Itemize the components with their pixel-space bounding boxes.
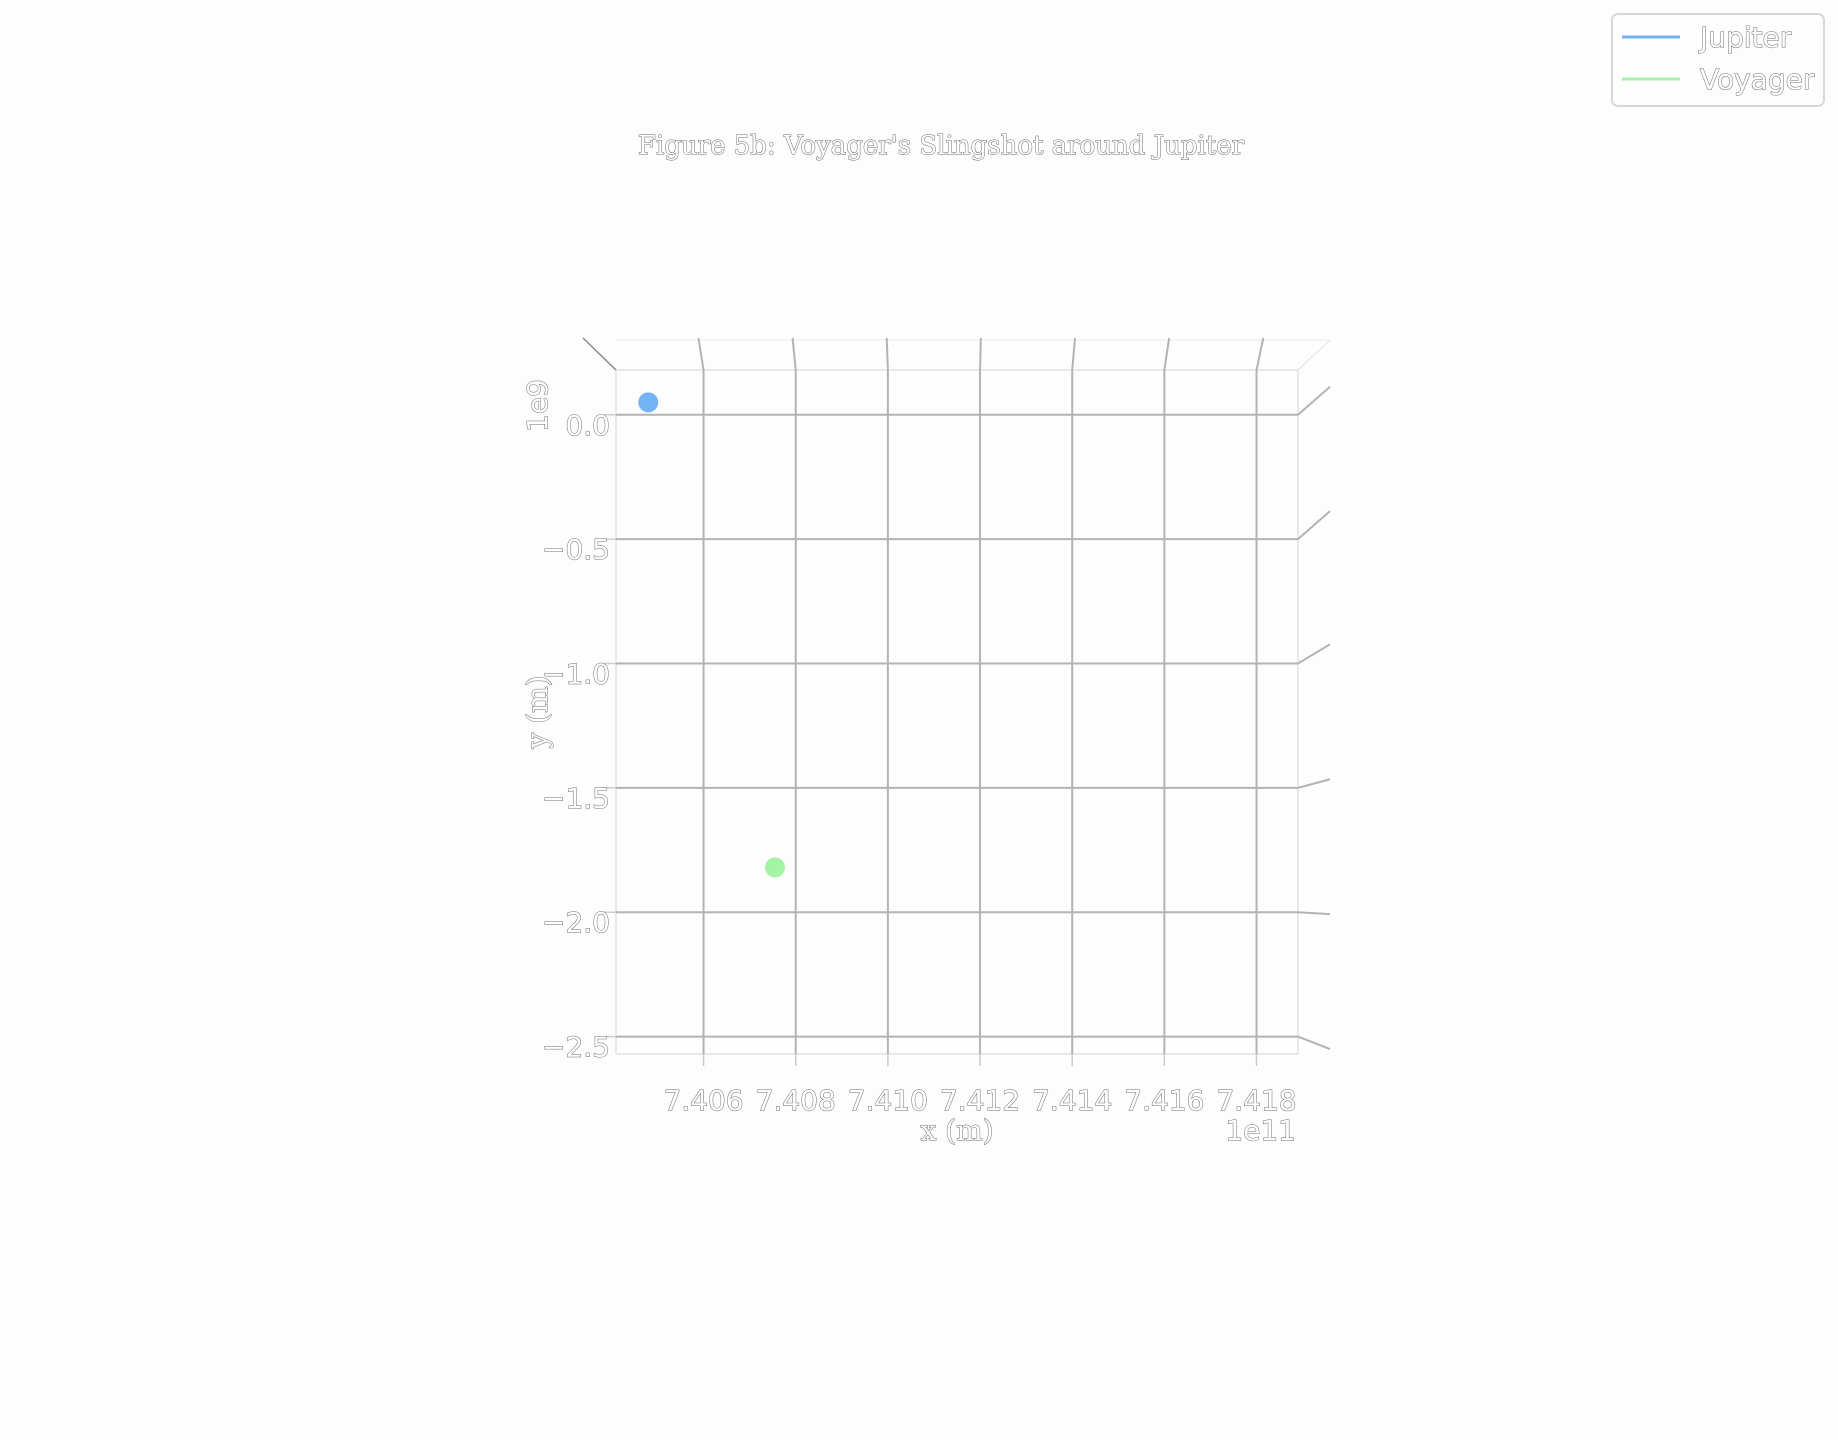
x-tick-label: 7.416 <box>1124 1084 1204 1117</box>
x-axis-ticks: 7.406 7.408 7.410 7.412 7.414 7.416 7.418 <box>663 1054 1297 1118</box>
grid-stub-x <box>979 337 982 371</box>
grid-stub-x <box>1163 337 1171 371</box>
y-tick-label: −2.5 <box>542 1031 610 1064</box>
grid-stub-x <box>1255 337 1265 371</box>
x-tick-label: 7.410 <box>848 1084 928 1117</box>
grid-stub-y <box>1297 510 1331 540</box>
point-jupiter <box>638 392 659 413</box>
y-tick-label: −0.5 <box>542 533 610 566</box>
grid-stub-x <box>697 337 705 371</box>
x-tick-label: 7.412 <box>940 1084 1020 1117</box>
pane-corner-edge <box>1297 339 1331 371</box>
grid <box>616 337 1331 1054</box>
legend-label-voyager: Voyager <box>1700 63 1815 96</box>
pane-left-corner-edge <box>582 337 617 371</box>
x-tick-label: 7.408 <box>756 1084 836 1117</box>
point-voyager <box>764 857 785 878</box>
x-tick-label: 7.414 <box>1032 1084 1112 1117</box>
y-tick-label: −1.5 <box>542 782 610 815</box>
legend: Jupiter Voyager <box>1611 13 1825 107</box>
chart-title: Figure 5b: Voyager's Slingshot around Ju… <box>638 131 1245 161</box>
y-offset-text: 1e9 <box>521 379 554 432</box>
grid-stub-y <box>1297 911 1331 916</box>
y-axis-label: y (m) <box>521 675 554 749</box>
y-tick-label: −1.0 <box>542 657 610 690</box>
grid-stub-y <box>1297 778 1331 789</box>
y-tick-label: −2.0 <box>542 906 610 939</box>
grid-stub-y <box>1297 1035 1331 1051</box>
x-offset-text: 1e11 <box>1225 1114 1296 1147</box>
x-axis-label: x (m) <box>920 1114 993 1147</box>
legend-label-jupiter: Jupiter <box>1698 21 1792 54</box>
y-axis-ticks: 0.0 −0.5 −1.0 −1.5 −2.0 −2.5 <box>542 408 616 1064</box>
grid-stub-x <box>791 337 797 371</box>
grid-stub-x <box>1071 337 1077 371</box>
y-tick-label: 0.0 <box>565 409 610 442</box>
x-tick-label: 7.418 <box>1216 1084 1296 1117</box>
data-points <box>638 392 785 878</box>
axes-panes <box>582 337 1331 1055</box>
x-tick-label: 7.406 <box>663 1084 743 1117</box>
grid-stub-y <box>1297 386 1331 416</box>
grid-stub-y <box>1297 643 1331 665</box>
grid-stub-x <box>885 337 889 371</box>
